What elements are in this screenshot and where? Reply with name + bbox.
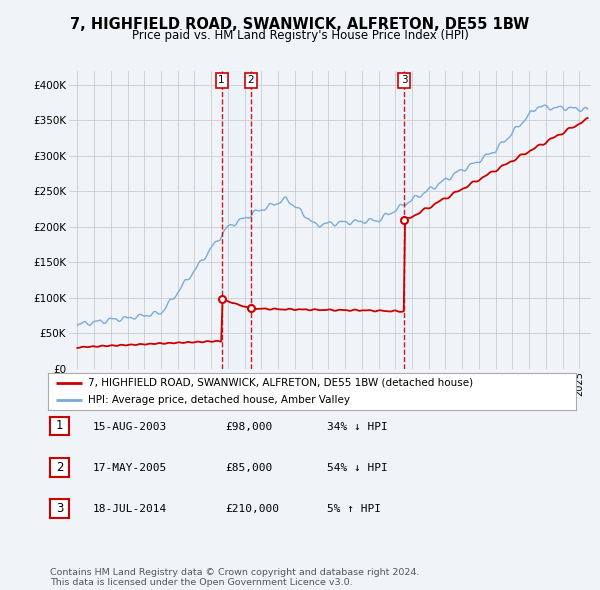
Text: 1: 1 <box>218 76 225 86</box>
Text: 54% ↓ HPI: 54% ↓ HPI <box>327 463 388 473</box>
Text: 17-MAY-2005: 17-MAY-2005 <box>93 463 167 473</box>
Text: 2: 2 <box>248 76 254 86</box>
Text: 3: 3 <box>56 502 63 515</box>
Text: 34% ↓ HPI: 34% ↓ HPI <box>327 422 388 431</box>
Text: 2: 2 <box>56 461 63 474</box>
Bar <box>399 71 409 369</box>
Text: Price paid vs. HM Land Registry's House Price Index (HPI): Price paid vs. HM Land Registry's House … <box>131 30 469 42</box>
Text: 15-AUG-2003: 15-AUG-2003 <box>93 422 167 431</box>
Text: 1: 1 <box>56 419 63 432</box>
Text: £98,000: £98,000 <box>225 422 272 431</box>
Text: 3: 3 <box>401 76 407 86</box>
Text: Contains HM Land Registry data © Crown copyright and database right 2024.
This d: Contains HM Land Registry data © Crown c… <box>50 568 419 587</box>
Text: 18-JUL-2014: 18-JUL-2014 <box>93 504 167 514</box>
Text: 7, HIGHFIELD ROAD, SWANWICK, ALFRETON, DE55 1BW: 7, HIGHFIELD ROAD, SWANWICK, ALFRETON, D… <box>70 17 530 31</box>
Text: £85,000: £85,000 <box>225 463 272 473</box>
Text: 7, HIGHFIELD ROAD, SWANWICK, ALFRETON, DE55 1BW (detached house): 7, HIGHFIELD ROAD, SWANWICK, ALFRETON, D… <box>88 378 473 388</box>
Bar <box>221 71 251 369</box>
Text: £210,000: £210,000 <box>225 504 279 514</box>
Text: 5% ↑ HPI: 5% ↑ HPI <box>327 504 381 514</box>
Text: HPI: Average price, detached house, Amber Valley: HPI: Average price, detached house, Ambe… <box>88 395 350 405</box>
